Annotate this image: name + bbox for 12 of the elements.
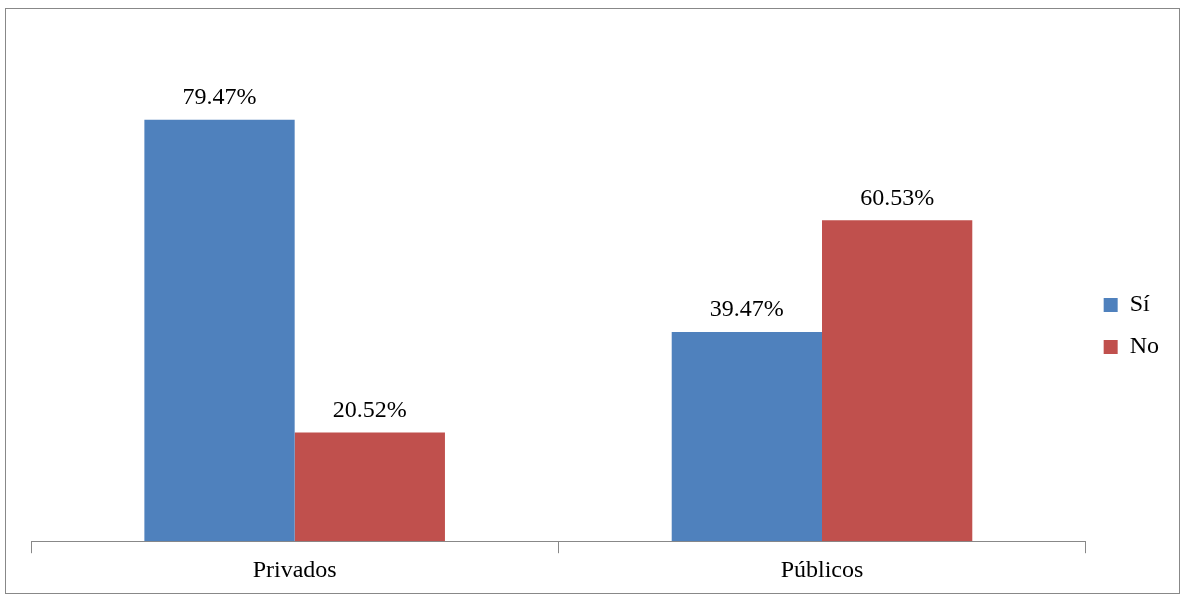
data-label: 60.53% <box>860 183 935 210</box>
legend-label: Sí <box>1129 290 1151 317</box>
bar <box>822 220 973 542</box>
bar <box>294 432 445 542</box>
bar <box>144 119 295 542</box>
data-label: 39.47% <box>709 295 784 322</box>
x-tick-label: Públicos <box>780 555 864 582</box>
bar <box>671 331 822 542</box>
data-label: 79.47% <box>182 83 257 110</box>
legend-label: No <box>1129 332 1160 359</box>
x-tick-label: Privados <box>252 555 337 582</box>
data-label: 20.52% <box>332 395 407 422</box>
